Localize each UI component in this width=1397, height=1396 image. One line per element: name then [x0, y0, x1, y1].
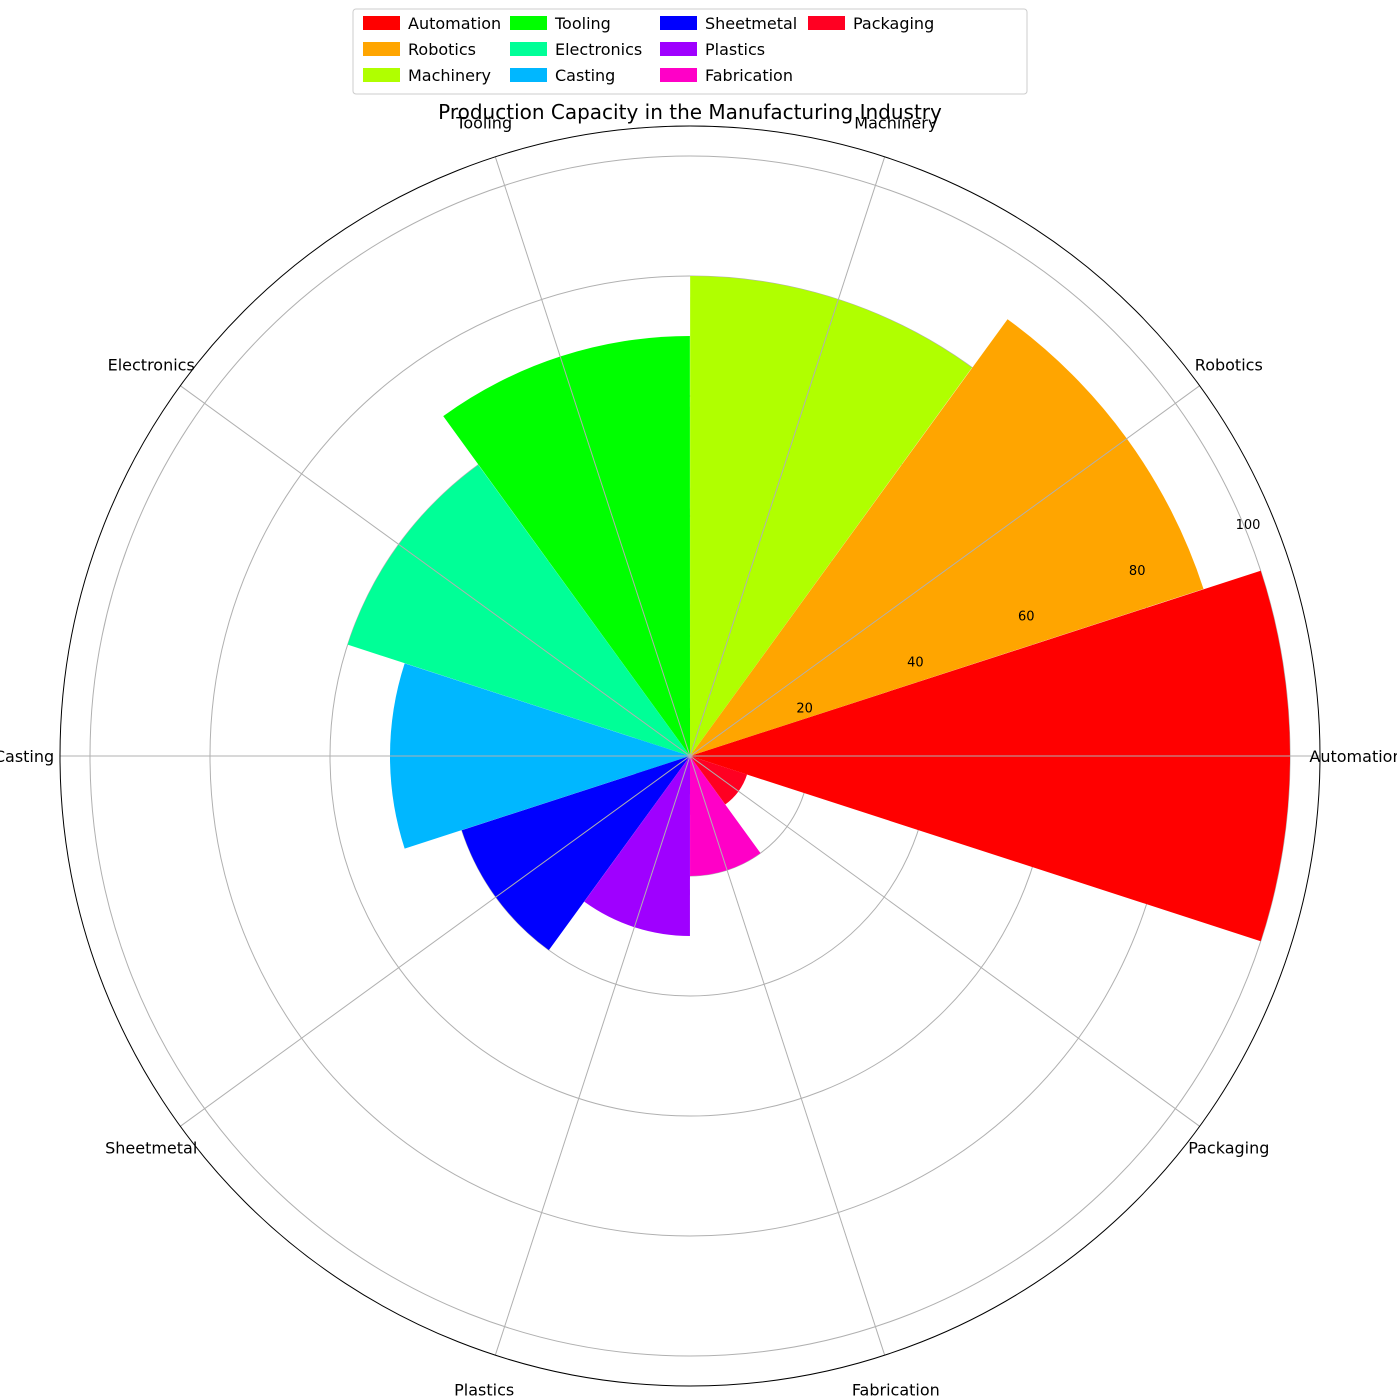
category-label-sheetmetal: Sheetmetal — [105, 1139, 197, 1158]
category-label-plastics: Plastics — [454, 1380, 514, 1396]
bar-sheetmetal — [461, 756, 690, 951]
angular-gridline — [180, 385, 691, 757]
legend-swatch — [808, 16, 845, 30]
legend-swatch — [510, 42, 547, 56]
bar-plastics — [584, 756, 690, 936]
category-label-machinery: Machinery — [854, 114, 937, 133]
radial-tick-label: 60 — [1018, 610, 1035, 625]
legend-label: Machinery — [408, 66, 491, 85]
angular-gridline — [689, 755, 886, 1356]
bar-packaging — [690, 756, 748, 805]
angular-gridline — [689, 156, 886, 757]
legend-label: Sheetmetal — [705, 14, 797, 33]
legend-label: Automation — [408, 14, 501, 33]
legend-label: Packaging — [853, 14, 934, 33]
legend-swatch — [363, 42, 400, 56]
category-label-packaging: Packaging — [1188, 1139, 1269, 1158]
legend: Automation Robotics Machinery Tooling Electr… — [352, 8, 1028, 95]
legend-label: Electronics — [555, 40, 642, 59]
legend-swatch — [660, 16, 697, 30]
category-label-automation: Automation — [1309, 747, 1397, 766]
angular-gridline — [180, 755, 691, 1127]
category-label-tooling: Tooling — [455, 114, 512, 133]
legend-swatch — [510, 68, 547, 82]
radial-tick-label: 40 — [907, 656, 924, 671]
angular-gridline — [494, 755, 691, 1356]
legend-label: Casting — [555, 66, 615, 85]
legend-label: Tooling — [554, 14, 611, 33]
radial-tick-label: 100 — [1236, 518, 1261, 533]
legend-swatch — [660, 68, 697, 82]
category-label-casting: Casting — [0, 747, 54, 766]
legend-swatch — [510, 16, 547, 30]
angular-gridline — [689, 755, 1200, 1127]
radial-tick-label: 80 — [1129, 564, 1146, 579]
polar-frame — [59, 125, 1321, 1387]
category-label-fabrication: Fabrication — [852, 1380, 940, 1396]
bar-robotics — [690, 319, 1204, 756]
bar-machinery — [690, 276, 973, 756]
legend-label: Plastics — [705, 40, 765, 59]
bar-electronics — [347, 464, 690, 756]
category-label-electronics: Electronics — [108, 356, 195, 375]
bar-tooling — [443, 336, 690, 756]
category-label-robotics: Robotics — [1195, 356, 1263, 375]
angular-gridline — [494, 156, 691, 757]
legend-label: Fabrication — [705, 66, 793, 85]
bar-fabrication — [690, 756, 761, 876]
legend-label: Robotics — [408, 40, 476, 59]
chart-title: Production Capacity in the Manufacturing… — [438, 100, 942, 124]
radial-tick-label: 20 — [796, 702, 813, 717]
legend-swatch — [363, 68, 400, 82]
angular-gridline — [689, 385, 1200, 757]
legend-swatch — [660, 42, 697, 56]
polar-axes: 20 40 60 80 100 Automation Robotics Machinery To… — [0, 114, 1397, 1396]
legend-swatch — [363, 16, 400, 30]
